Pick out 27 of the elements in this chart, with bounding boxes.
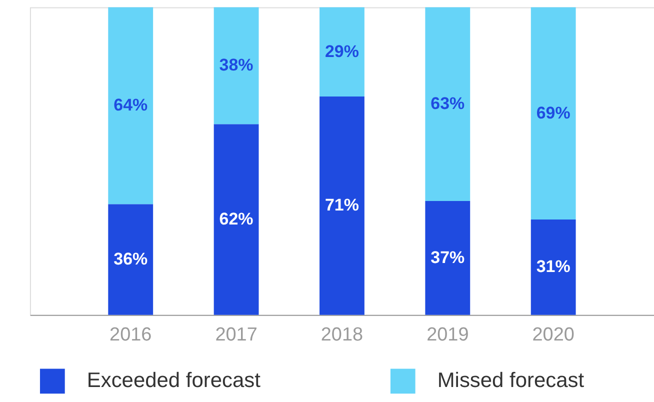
bar — [530, 219, 576, 315]
legend-label: Exceeded forecast — [86, 369, 261, 392]
bar — [425, 201, 470, 315]
x-tick-label: 2019 — [426, 324, 469, 346]
data-label: 63% — [430, 94, 465, 114]
x-tick-label: 2016 — [110, 324, 152, 346]
data-label: 38% — [219, 56, 254, 75]
bar — [108, 204, 154, 315]
x-tick-label: 2017 — [215, 324, 258, 346]
x-tick-label: 2018 — [320, 324, 364, 346]
data-label: 71% — [324, 196, 359, 215]
data-label: 37% — [430, 248, 465, 267]
bar — [108, 7, 154, 204]
bar — [214, 124, 259, 315]
data-label: 29% — [324, 42, 359, 61]
x-tick-label: 2020 — [532, 324, 574, 346]
legend-label: Missed forecast — [437, 369, 584, 392]
data-label: 36% — [114, 249, 148, 268]
bar — [320, 7, 364, 96]
data-label: 64% — [114, 96, 148, 115]
data-label: 62% — [219, 209, 254, 228]
data-label: 69% — [536, 103, 570, 122]
bar — [320, 96, 364, 315]
bar — [530, 7, 576, 220]
bar — [214, 7, 259, 124]
bar — [425, 7, 470, 202]
data-label: 31% — [536, 257, 570, 276]
